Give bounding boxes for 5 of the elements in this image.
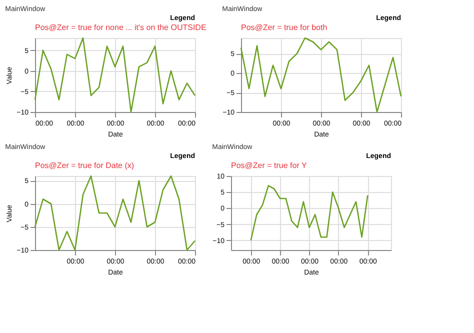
text: Pos@Zer = true for Y (231, 161, 308, 170)
text: Pos@Zer = true for Date (x) (35, 161, 134, 170)
text: Pos@Zer = true for none ... it's on the OUTSIDE (35, 23, 206, 32)
text: Pos@Zer = true for both (241, 23, 328, 32)
line-series (250, 185, 368, 241)
